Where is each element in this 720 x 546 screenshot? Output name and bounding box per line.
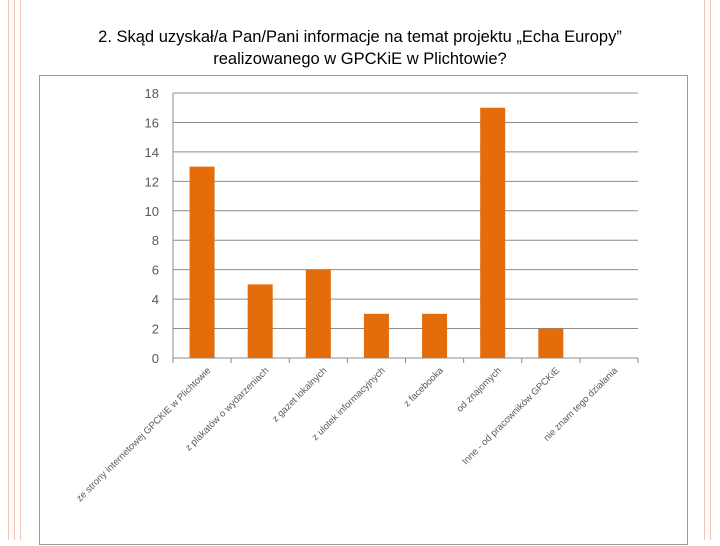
bar [538,328,564,358]
bar [189,166,215,358]
bar [363,313,389,358]
rail-line [20,0,21,540]
rail-line [14,0,15,540]
bar [247,284,273,358]
bar-chart: 0 2 4 6 8 10 12 14 16 18 ze strony internetowej GP… [74,86,639,504]
y-tick-label: 16 [145,115,159,130]
left-decorative-rail [0,0,38,540]
right-decorative-rail [700,0,720,540]
y-tick-label: 14 [145,145,159,160]
y-tick-label: 18 [145,86,159,101]
rail-line [710,0,711,540]
rail-line [8,0,9,540]
x-category-label: od znajomych [455,365,504,414]
x-category-label: ze strony internetowej GPCKiE w Plichtow… [74,365,213,504]
y-tick-label: 4 [152,292,159,307]
bar [480,107,506,358]
y-tick-label: 8 [152,233,159,248]
slide-title: 2. Skąd uzyskał/a Pan/Pani informacje na… [40,26,680,70]
y-tick-label: 6 [152,263,159,278]
slide-title-line-2: realizowanego w GPCKiE w Plichtowie? [213,50,507,68]
x-category-label: z facebooka [402,365,447,410]
x-category-label: Inne - od pracowników GPCKiE [460,365,562,467]
slide-title-line-1: 2. Skąd uzyskał/a Pan/Pani informacje na… [98,28,622,46]
y-tick-label: 12 [145,174,159,189]
rail-line [704,0,705,540]
bar [422,313,448,358]
bar [305,269,331,358]
y-tick-label: 0 [152,351,159,366]
y-tick-label: 2 [152,322,159,337]
x-category-label: z gazet lokalnych [270,365,329,424]
chart-frame: 0 2 4 6 8 10 12 14 16 18 ze strony internetowej GP… [39,75,688,545]
y-tick-label: 10 [145,204,159,219]
